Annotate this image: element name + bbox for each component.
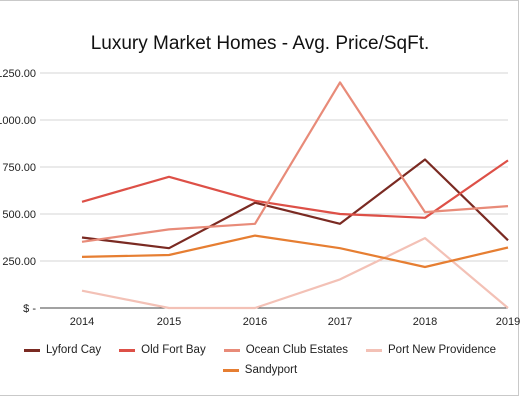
legend-label: Ocean Club Estates xyxy=(245,344,348,356)
legend-item: Lyford Cay xyxy=(23,344,102,356)
x-tick-label: 2019 xyxy=(496,316,520,328)
legend-item: Port New Providence xyxy=(366,344,496,356)
legend-label: Port New Providence xyxy=(388,344,497,356)
y-tick-label: 750.00 xyxy=(2,162,36,174)
legend-label: Sandyport xyxy=(244,364,298,376)
chart-title: Luxury Market Homes - Avg. Price/SqFt. xyxy=(90,33,430,54)
series-line xyxy=(81,158,509,250)
y-tick-label: 1250.00 xyxy=(0,68,36,80)
series-line xyxy=(81,159,509,219)
legend-item: Old Fort Bay xyxy=(119,344,206,356)
x-tick-label: 2014 xyxy=(70,316,94,328)
legend-swatch xyxy=(366,348,382,352)
y-tick-label: 500.00 xyxy=(2,209,36,221)
legend-swatch xyxy=(23,348,40,352)
legend-swatch xyxy=(222,368,239,372)
legend-swatch xyxy=(119,348,136,352)
x-tick-label: 2015 xyxy=(157,316,181,328)
x-tick-label: 2016 xyxy=(243,316,267,328)
legend-row: Lyford Cay Old Fort Bay Ocean Club Estates… xyxy=(0,340,520,360)
x-tick-label: 2018 xyxy=(413,316,437,328)
legend-swatch xyxy=(223,348,240,352)
y-tick-label: $ - xyxy=(23,303,36,315)
x-tick-label: 2017 xyxy=(328,316,352,328)
series-line xyxy=(81,237,509,310)
y-tick-label: 250.00 xyxy=(2,256,36,268)
legend-row: Sandyport xyxy=(0,360,520,380)
y-tick-label: 1000.00 xyxy=(0,115,36,127)
series-line xyxy=(81,234,509,269)
legend-item: Sandyport xyxy=(222,364,298,376)
legend-label: Old Fort Bay xyxy=(141,344,206,356)
series-line xyxy=(81,81,509,243)
chart-legend: Lyford Cay Old Fort Bay Ocean Club Estates… xyxy=(0,340,520,380)
legend-label: Lyford Cay xyxy=(45,344,102,356)
legend-item: Ocean Club Estates xyxy=(223,344,348,356)
